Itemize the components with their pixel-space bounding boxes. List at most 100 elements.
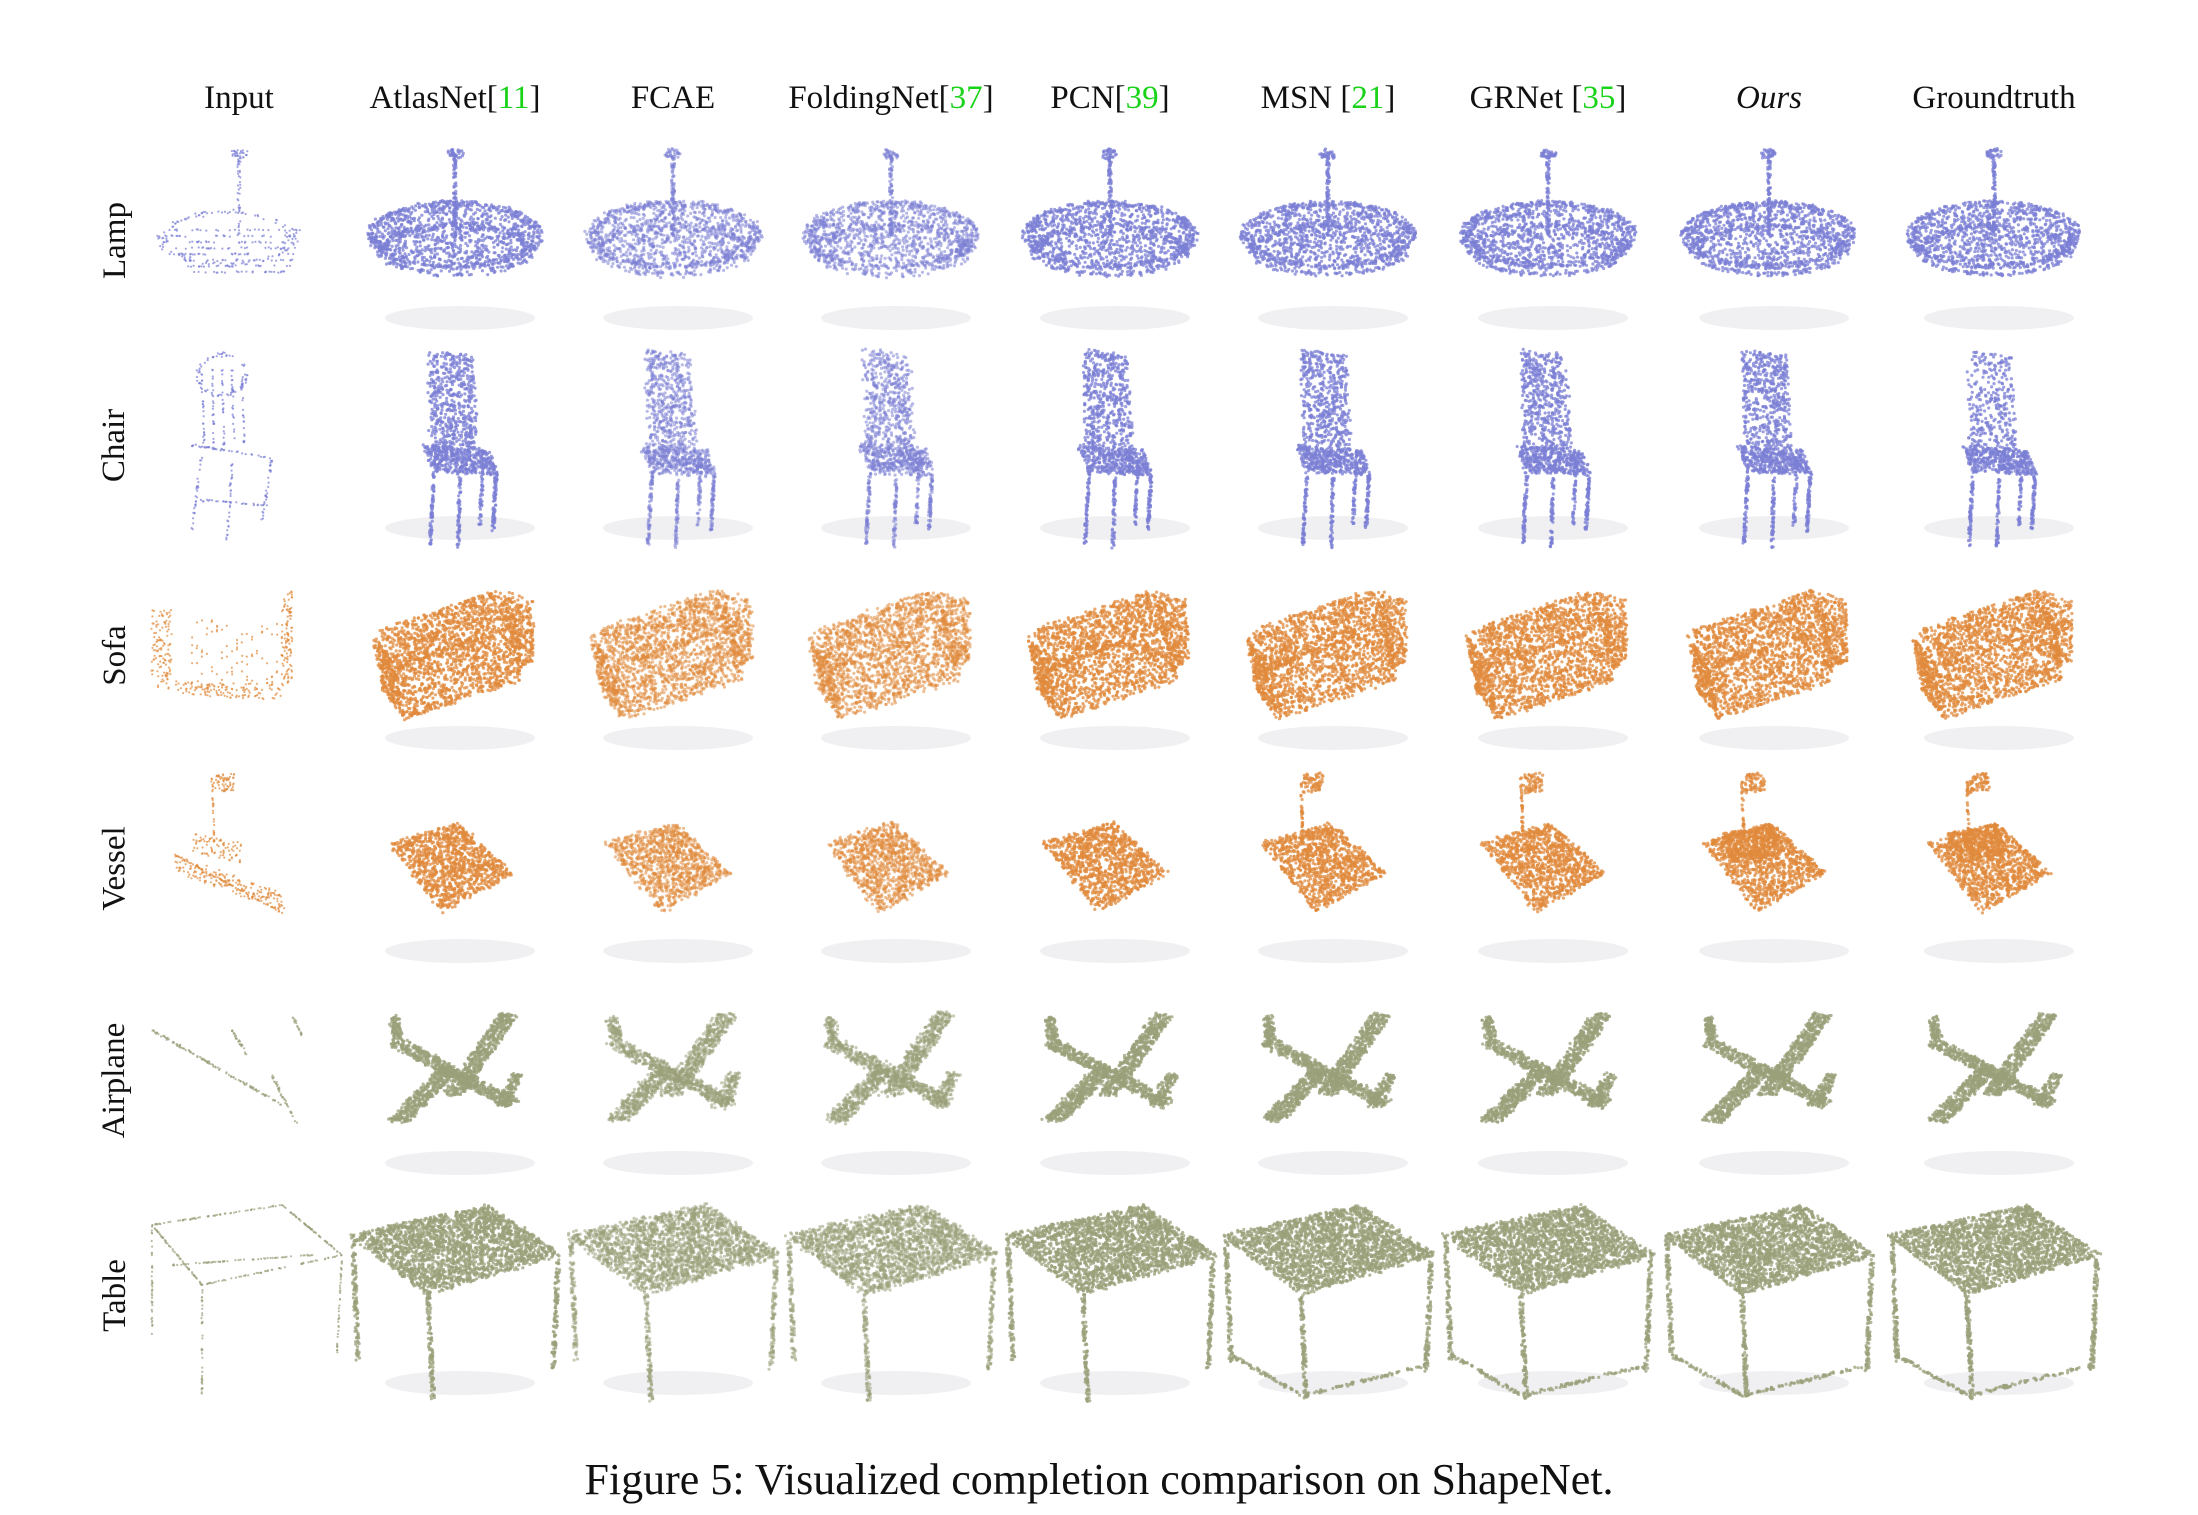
point-cloud-chair-2	[566, 340, 781, 550]
point-cloud-render	[1221, 140, 1436, 340]
point-cloud-render	[784, 1185, 999, 1405]
point-cloud-vessel-7	[1662, 763, 1877, 973]
point-cloud-render	[1441, 340, 1656, 550]
point-cloud-table-1	[348, 1185, 563, 1405]
column-header-8: Groundtruth	[1864, 74, 2124, 122]
point-cloud-lamp-1	[348, 140, 563, 340]
point-cloud-render	[784, 763, 999, 973]
citation-link[interactable]: 21	[1351, 80, 1384, 116]
point-cloud-airplane-0	[132, 975, 347, 1185]
figure-caption: Figure 5: Visualized completion comparis…	[0, 1452, 2198, 1508]
point-cloud-lamp-7	[1662, 140, 1877, 340]
citation-link[interactable]: 11	[498, 80, 530, 116]
point-cloud-airplane-2	[566, 975, 781, 1185]
point-cloud-vessel-2	[566, 763, 781, 973]
point-cloud-render	[1221, 550, 1436, 760]
point-cloud-render	[1441, 140, 1656, 340]
citation-link[interactable]: 39	[1126, 80, 1159, 116]
point-cloud-airplane-4	[1003, 975, 1218, 1185]
point-cloud-sofa-3	[784, 550, 999, 760]
point-cloud-render	[348, 763, 563, 973]
point-cloud-render	[1441, 1185, 1656, 1405]
point-cloud-render	[566, 340, 781, 550]
point-cloud-render	[1003, 550, 1218, 760]
point-cloud-table-5	[1221, 1185, 1436, 1405]
point-cloud-table-8	[1887, 1185, 2102, 1405]
point-cloud-vessel-6	[1441, 763, 1656, 973]
row-label-text: Vessel	[97, 826, 134, 910]
row-label-text: Airplane	[97, 1022, 134, 1137]
point-cloud-render	[132, 140, 347, 340]
row-label-text: Chair	[97, 408, 134, 481]
point-cloud-render	[1221, 1185, 1436, 1405]
point-cloud-chair-7	[1662, 340, 1877, 550]
point-cloud-render	[1441, 550, 1656, 760]
point-cloud-chair-0	[132, 340, 347, 550]
point-cloud-render	[1662, 140, 1877, 340]
point-cloud-lamp-6	[1441, 140, 1656, 340]
point-cloud-lamp-8	[1887, 140, 2102, 340]
point-cloud-airplane-3	[784, 975, 999, 1185]
point-cloud-render	[1887, 763, 2102, 973]
column-header-label: Input	[204, 80, 274, 116]
column-header-label: Ours	[1736, 80, 1802, 116]
point-cloud-render	[132, 340, 347, 550]
point-cloud-chair-3	[784, 340, 999, 550]
point-cloud-render	[1441, 763, 1656, 973]
column-header-label: MSN [	[1261, 80, 1352, 116]
point-cloud-sofa-0	[132, 550, 347, 760]
citation-link[interactable]: 37	[950, 80, 983, 116]
point-cloud-airplane-6	[1441, 975, 1656, 1185]
column-header-label: GRNet [	[1470, 80, 1583, 116]
citation-bracket: ]	[1384, 80, 1395, 116]
point-cloud-render	[1441, 975, 1656, 1185]
point-cloud-table-0	[132, 1185, 347, 1405]
point-cloud-render	[1003, 975, 1218, 1185]
column-header-label: PCN[	[1050, 80, 1125, 116]
point-cloud-sofa-4	[1003, 550, 1218, 760]
point-cloud-render	[1662, 1185, 1877, 1405]
point-cloud-lamp-2	[566, 140, 781, 340]
point-cloud-render	[1887, 340, 2102, 550]
row-label-text: Sofa	[97, 625, 134, 686]
point-cloud-render	[1662, 975, 1877, 1185]
point-cloud-render	[784, 140, 999, 340]
point-cloud-render	[1887, 1185, 2102, 1405]
column-header-label: FCAE	[631, 80, 715, 116]
point-cloud-chair-6	[1441, 340, 1656, 550]
citation-link[interactable]: 35	[1582, 80, 1615, 116]
point-cloud-render	[1662, 550, 1877, 760]
point-cloud-table-3	[784, 1185, 999, 1405]
point-cloud-render	[348, 975, 563, 1185]
citation-bracket: ]	[1159, 80, 1170, 116]
point-cloud-vessel-8	[1887, 763, 2102, 973]
point-cloud-lamp-4	[1003, 140, 1218, 340]
point-cloud-vessel-0	[132, 763, 347, 973]
point-cloud-render	[1887, 550, 2102, 760]
point-cloud-lamp-5	[1221, 140, 1436, 340]
point-cloud-render	[1003, 340, 1218, 550]
point-cloud-sofa-2	[566, 550, 781, 760]
point-cloud-airplane-8	[1887, 975, 2102, 1185]
point-cloud-render	[784, 340, 999, 550]
point-cloud-render	[348, 140, 563, 340]
point-cloud-render	[1221, 975, 1436, 1185]
point-cloud-airplane-7	[1662, 975, 1877, 1185]
point-cloud-render	[1003, 763, 1218, 973]
point-cloud-render	[566, 550, 781, 760]
point-cloud-vessel-3	[784, 763, 999, 973]
point-cloud-render	[1887, 975, 2102, 1185]
point-cloud-sofa-7	[1662, 550, 1877, 760]
column-header-label: AtlasNet[	[369, 80, 497, 116]
point-cloud-render	[348, 1185, 563, 1405]
point-cloud-render	[784, 550, 999, 760]
point-cloud-airplane-5	[1221, 975, 1436, 1185]
point-cloud-render	[132, 1185, 347, 1405]
point-cloud-table-4	[1003, 1185, 1218, 1405]
point-cloud-lamp-0	[132, 140, 347, 340]
point-cloud-chair-1	[348, 340, 563, 550]
citation-bracket: ]	[530, 80, 541, 116]
point-cloud-render	[784, 975, 999, 1185]
point-cloud-render	[1887, 140, 2102, 340]
